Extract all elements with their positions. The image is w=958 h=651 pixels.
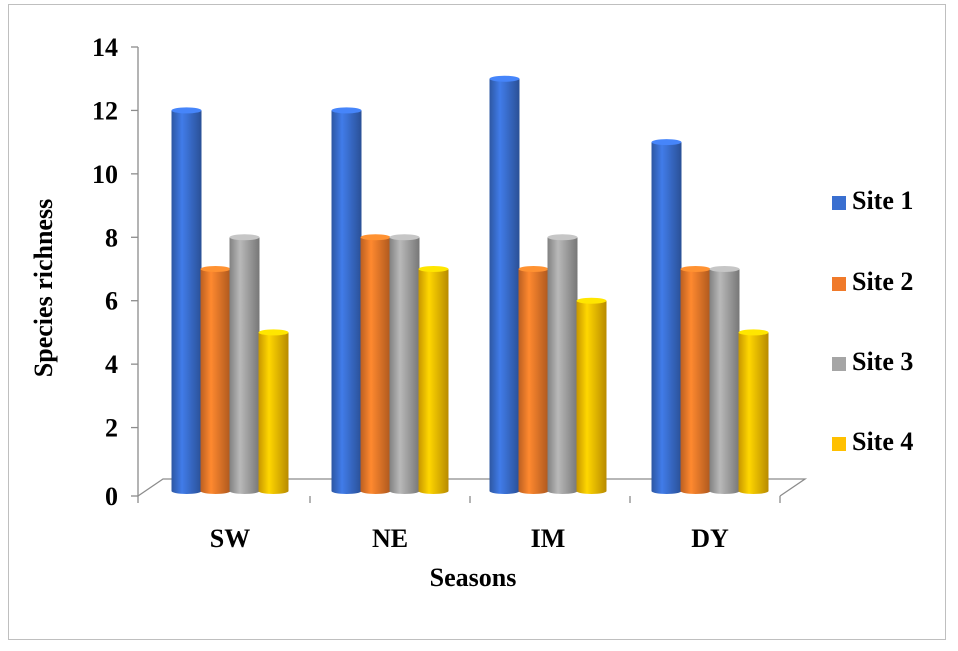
bar [738,329,769,494]
legend-label: Site 1 [852,186,913,215]
legend-swatch [832,196,846,210]
legend-item: Site 2 [832,267,913,296]
bar [171,107,202,494]
bar-body [171,110,202,494]
bar-top [171,107,202,114]
bar-body [229,237,260,495]
bar-top [576,297,607,304]
bar [331,107,362,494]
legend-label: Site 2 [852,267,913,296]
x-tick-label: NE [372,524,408,553]
bar-top [651,139,682,146]
legend-swatch [832,277,846,291]
legend-swatch [832,437,846,451]
bar-top [489,75,520,82]
bar-top [389,234,420,241]
bar-body [331,110,362,494]
x-axis-title: Seasons [430,563,517,592]
bar [258,329,289,494]
bar-body [258,332,289,494]
legend-item: Site 4 [832,427,913,456]
bar-top [518,266,549,272]
bar [547,234,578,495]
legend-item: Site 3 [832,347,913,376]
bar [518,266,549,494]
y-axis: 0 2 4 6 8 10 12 14 [92,33,139,511]
bar-body [418,269,449,494]
bar-body [651,142,682,494]
bar-body [389,237,420,495]
floor-outline [137,478,808,497]
y-tick-label: 0 [105,482,118,511]
bar-body [360,237,391,495]
bar-top [229,234,260,241]
y-tick-label: 6 [105,287,118,316]
bar-body [547,237,578,495]
bar [200,266,231,494]
bar-body [489,78,520,494]
x-tick-label: IM [531,524,566,553]
y-tick-label: 8 [105,223,118,252]
chart-floor [137,478,808,497]
y-axis-title: Species richness [29,199,58,377]
bar-top [418,266,449,272]
bar-top [258,329,289,336]
bar-body [576,300,607,494]
x-axis: SW NE IM DY [137,496,781,553]
bar [229,234,260,495]
bar [389,234,420,495]
legend-label: Site 3 [852,347,913,376]
bar-top [738,329,769,336]
y-tick-label: 14 [92,33,118,62]
bar-top [547,234,578,241]
bar-top [360,234,391,241]
x-tick-label: SW [210,524,250,553]
bar-body [518,269,549,494]
bar [680,266,711,494]
bar [651,139,682,494]
bar [489,75,520,494]
legend-label: Site 4 [852,427,913,456]
bar-top [680,266,711,272]
bar-body [709,269,740,494]
legend-item: Site 1 [832,186,913,215]
bar-top [200,266,231,272]
y-tick-label: 2 [105,414,118,443]
bar-body [680,269,711,494]
bar-body [738,332,769,494]
y-tick-label: 10 [92,160,118,189]
bar [709,266,740,494]
chart-frame [8,4,946,640]
bar [418,266,449,494]
y-tick-label: 4 [105,350,118,379]
bar [360,234,391,495]
bar-body [200,269,231,494]
legend-swatch [832,357,846,371]
y-tick-label: 12 [92,96,118,125]
bar [576,297,607,494]
bar-top [709,266,740,272]
legend: Site 1 Site 2 Site 3 Site 4 [832,186,913,456]
bars [171,75,769,495]
x-tick-label: DY [691,524,729,553]
bar-top [331,107,362,114]
